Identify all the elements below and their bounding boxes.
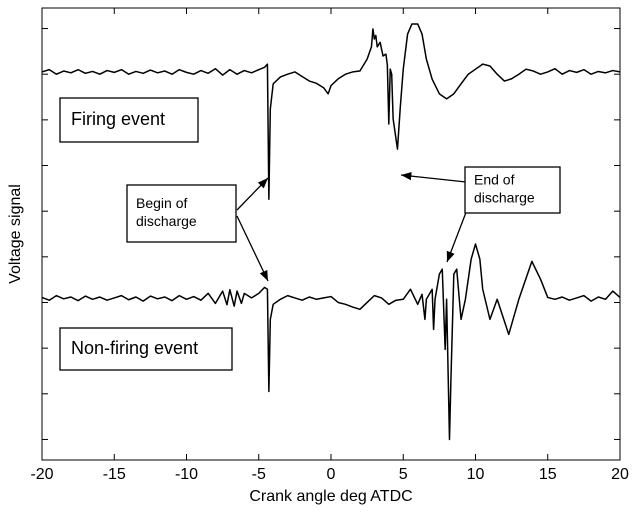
annotation-text: discharge bbox=[136, 213, 197, 229]
x-tick-label: 10 bbox=[467, 466, 485, 483]
x-axis-label: Crank angle deg ATDC bbox=[249, 488, 412, 505]
x-tick-label: -5 bbox=[252, 466, 266, 483]
annotation: Begin of discharge bbox=[126, 184, 237, 243]
x-tick-label: -20 bbox=[30, 466, 53, 483]
annotation-text: End of bbox=[474, 172, 515, 188]
annotation-text: Begin of bbox=[136, 195, 187, 211]
arrow bbox=[236, 177, 269, 211]
annotation: Firing event bbox=[59, 97, 199, 143]
annotation: End of discharge bbox=[464, 166, 561, 214]
x-tick-label: 15 bbox=[539, 466, 557, 483]
x-tick-label: 5 bbox=[399, 466, 408, 483]
annotation-box bbox=[59, 97, 199, 143]
trace bbox=[41, 23, 621, 201]
y-axis-label: Voltage signal bbox=[7, 184, 24, 284]
annotation-box bbox=[59, 327, 233, 371]
annotation-text: Firing event bbox=[71, 109, 165, 129]
x-tick-label: -15 bbox=[103, 466, 126, 483]
arrow bbox=[400, 171, 467, 183]
annotation-box bbox=[126, 184, 237, 243]
arrow bbox=[236, 215, 269, 282]
annotation-text: Non-firing event bbox=[71, 338, 198, 358]
trace bbox=[41, 243, 621, 441]
annotation-box bbox=[464, 166, 561, 214]
annotation: Non-firing event bbox=[59, 327, 233, 371]
x-tick-label: -10 bbox=[175, 466, 198, 483]
x-tick-label: 0 bbox=[327, 466, 336, 483]
arrows bbox=[236, 171, 471, 282]
annotation-text: discharge bbox=[474, 190, 535, 206]
x-tick-label: 20 bbox=[611, 466, 629, 483]
